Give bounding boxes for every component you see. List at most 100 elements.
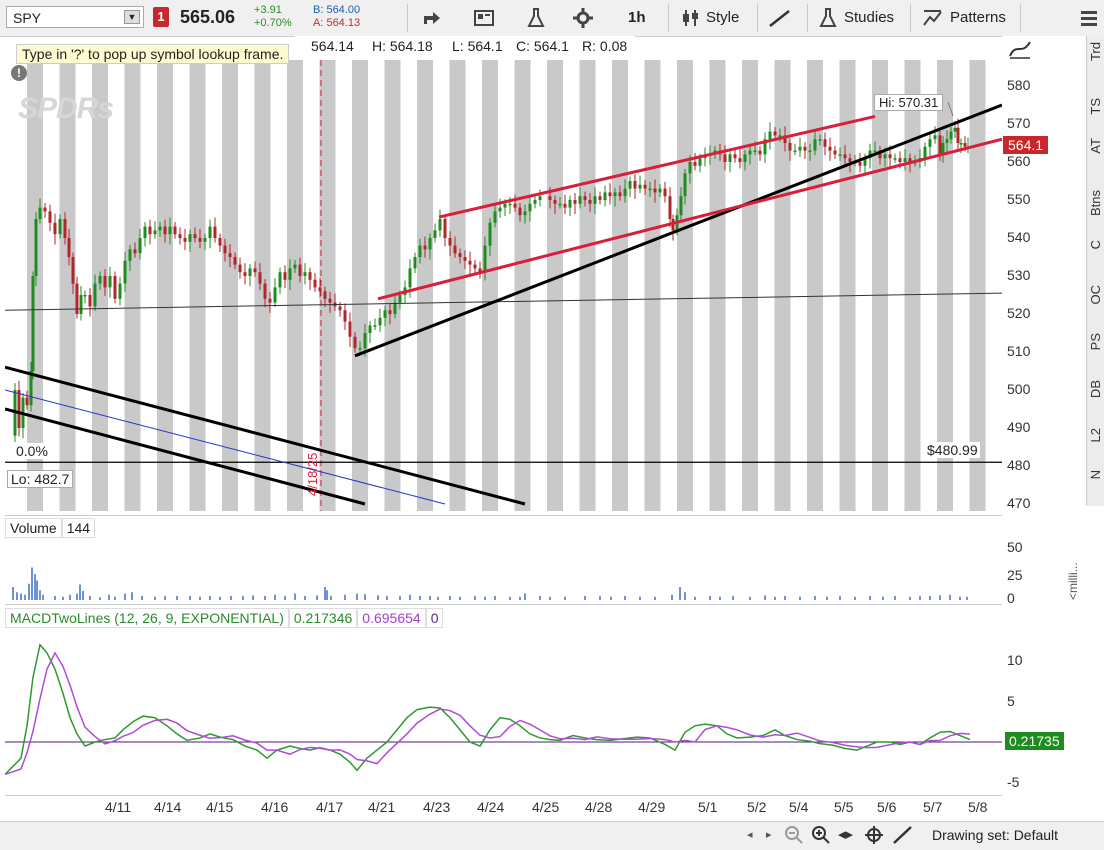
candle-body [343, 310, 347, 322]
right-tab-ts[interactable]: TS [1088, 98, 1103, 115]
hi-pointer [947, 101, 954, 117]
candle-body [83, 295, 87, 297]
chart-settings-icon[interactable] [1008, 38, 1032, 65]
date-tick-label: 5/6 [877, 799, 897, 815]
candle-body [293, 264, 297, 269]
candle-body [898, 158, 902, 162]
session-stripe [222, 60, 238, 511]
candle-body [698, 158, 702, 166]
price-tick-label: 560 [1007, 153, 1031, 169]
scroll-right-icon[interactable]: ▸ [766, 829, 772, 841]
right-tab-n[interactable]: N [1088, 470, 1103, 480]
crosshair-icon[interactable] [864, 825, 884, 850]
right-tab-c[interactable]: C [1088, 240, 1103, 250]
gear-icon[interactable] [572, 4, 594, 31]
macd-chart[interactable] [5, 605, 1002, 795]
price-tick-label: 490 [1007, 419, 1031, 435]
flask-icon[interactable] [526, 4, 546, 31]
volume-tick-label: 25 [1007, 567, 1023, 583]
candle-body [803, 146, 807, 151]
candle-body [613, 192, 617, 197]
session-stripe [644, 60, 661, 511]
style-button[interactable]: Style [680, 4, 739, 31]
right-tab-db[interactable]: DB [1088, 380, 1103, 399]
symbol-input[interactable]: SPY ▼ [6, 6, 144, 28]
candle-body [783, 135, 787, 143]
right-tab-oc[interactable]: OC [1088, 285, 1103, 305]
candle-body [248, 268, 252, 276]
candle-body [723, 154, 727, 162]
candle-body [208, 226, 212, 238]
right-tab-l2[interactable]: L2 [1088, 428, 1103, 443]
volume-chart[interactable] [5, 516, 1002, 602]
drawing-set-label[interactable]: Drawing set: Default [932, 827, 1059, 843]
studies-button[interactable]: Studies [818, 4, 894, 31]
date-tick-label: 4/29 [638, 799, 666, 815]
candle-body [863, 158, 867, 166]
date-tick-label: 5/4 [789, 799, 809, 815]
candle-body [128, 249, 132, 261]
candle-body [29, 371, 33, 406]
session-stripe [904, 60, 921, 511]
zoom-in-icon[interactable] [811, 825, 831, 850]
drawing-tool-icon[interactable] [767, 4, 793, 31]
candle-body [488, 222, 492, 246]
macd-tick-label: 5 [1007, 692, 1015, 709]
candle-body [408, 268, 412, 288]
candle-body [793, 150, 797, 153]
alert-badge[interactable]: 1 [153, 7, 169, 27]
timeframe-button[interactable]: 1h [628, 9, 646, 26]
symbol-text: SPY [13, 10, 42, 26]
candle-body [153, 230, 157, 235]
candle-body [67, 238, 71, 257]
menu-icon[interactable] [1079, 4, 1099, 31]
candle-body [483, 245, 487, 273]
session-stripe [774, 60, 791, 511]
candle-body [938, 135, 942, 155]
gap-block [338, 102, 350, 142]
scroll-left-icon[interactable]: ◂ [747, 829, 753, 841]
volume-value: 144 [61, 518, 96, 538]
patterns-label: Patterns [950, 9, 1006, 26]
pan-icon[interactable]: ◂▸ [838, 826, 854, 843]
session-stripe [612, 60, 628, 511]
symbol-dropdown-icon[interactable]: ▼ [124, 10, 140, 24]
time-axis[interactable]: 4/11 4/14 4/15 4/16 4/17 4/21 4/23 4/24 4/25 4/28… [5, 795, 1002, 820]
candle-body [123, 260, 127, 284]
info-icon[interactable]: ! [11, 65, 27, 81]
macd-tick-label: 10 [1007, 652, 1023, 668]
right-tab-btns[interactable]: Btns [1088, 190, 1103, 217]
share-icon[interactable] [421, 4, 443, 31]
candle-body [603, 192, 607, 200]
header-high: H: 564.18 [372, 38, 433, 54]
candle-body [778, 135, 782, 137]
session-stripe [807, 60, 823, 511]
quote-details-icon[interactable] [473, 4, 495, 31]
candle-body [788, 143, 792, 151]
price-chart[interactable] [5, 36, 1002, 511]
drawing-line-icon[interactable] [892, 825, 914, 850]
candle-body [233, 257, 237, 265]
candle-body [528, 203, 532, 212]
session-stripe [157, 60, 173, 511]
zoom-out-icon[interactable] [784, 825, 804, 850]
right-tab-trd[interactable]: Trd [1088, 42, 1103, 62]
candle-body [893, 158, 897, 160]
patterns-button[interactable]: Patterns [922, 4, 1006, 31]
date-tick-label: 4/14 [154, 799, 182, 815]
candle-body [668, 196, 672, 219]
candle-body [298, 264, 302, 276]
price-axis[interactable]: 580 570 560 550 540 530 520 510 500 490 480 470 [1002, 36, 1086, 511]
candle-body [848, 158, 852, 162]
right-tab-at[interactable]: AT [1088, 138, 1103, 154]
candle-body [203, 238, 207, 242]
right-tab-ps[interactable]: PS [1088, 333, 1103, 351]
candle-body [193, 234, 197, 238]
candle-body [443, 219, 447, 238]
candle-body [88, 295, 92, 307]
candle-body [763, 139, 767, 155]
price-tick-label: 550 [1007, 191, 1031, 207]
level-label: $480.99 [925, 442, 980, 458]
macd-header: MACDTwoLines (12, 26, 9, EXPONENTIAL) 0.… [5, 608, 444, 628]
